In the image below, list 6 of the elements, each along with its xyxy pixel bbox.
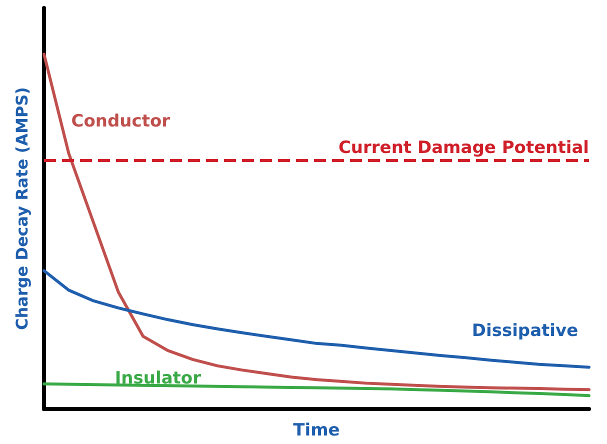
ref-line-label: Current Damage Potential (338, 138, 589, 158)
series-label: Dissipative (472, 321, 578, 342)
x-axis-title: Time (293, 420, 340, 440)
y-axis-title: Charge Decay Rate (AMPS) (12, 87, 32, 330)
series-label: Conductor (71, 112, 171, 132)
series-label: Insulator (114, 368, 202, 388)
